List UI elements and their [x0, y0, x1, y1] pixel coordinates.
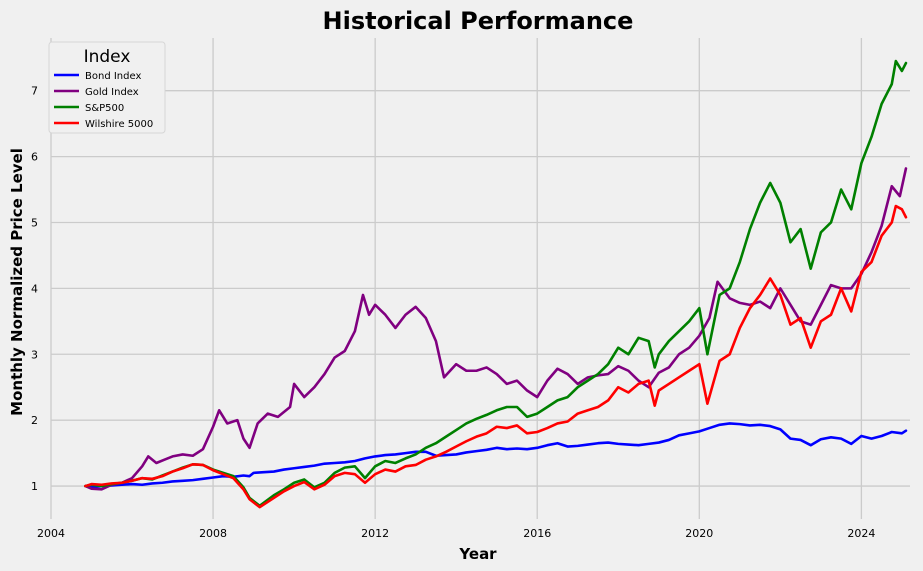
y-tick-label: 5 [31, 216, 38, 229]
x-axis-label: Year [458, 545, 497, 563]
y-tick-label: 6 [31, 151, 38, 164]
legend-items: Bond Index Gold Index S&P500 Wilshire 5000 [54, 71, 153, 130]
x-tick-label: 2004 [37, 527, 65, 540]
legend-box [48, 41, 166, 134]
x-tick-label: 2020 [685, 527, 713, 540]
chart-title: Historical Performance [323, 7, 634, 35]
series-line-wilshire-5000 [84, 204, 908, 509]
y-tick-label: 1 [31, 480, 38, 493]
legend-title: Index [84, 47, 131, 67]
series-line-gold-index [84, 167, 908, 491]
series-lines [84, 59, 908, 509]
tick-labels: 2004 2008 2012 2016 2020 2024 1 2 3 4 5 6 7 [31, 85, 875, 540]
x-tick-label: 2024 [847, 527, 875, 540]
series-line-bond-index [84, 422, 908, 489]
legend-label-sp500: S&P500 [85, 103, 124, 114]
legend-label-bond-index: Bond Index [85, 71, 141, 82]
y-tick-label: 7 [31, 85, 38, 98]
x-tick-label: 2016 [523, 527, 551, 540]
legend-label-wilshire-5000: Wilshire 5000 [85, 119, 153, 130]
x-tick-label: 2008 [199, 527, 227, 540]
y-tick-label: 3 [31, 348, 38, 361]
x-tick-label: 2012 [361, 527, 389, 540]
legend: Index Bond Index Gold Index S&P500 Wilshire… [48, 41, 166, 134]
y-axis-label: Monthly Normalized Price Level [8, 148, 26, 416]
grid-lines [50, 38, 910, 519]
y-tick-label: 2 [31, 414, 38, 427]
y-tick-label: 4 [31, 282, 38, 295]
legend-label-gold-index: Gold Index [85, 87, 139, 98]
